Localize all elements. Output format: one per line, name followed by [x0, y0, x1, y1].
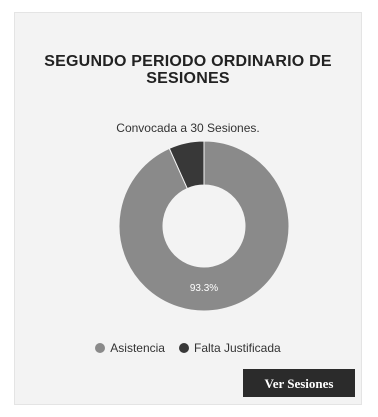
- card-subtitle: Convocada a 30 Sesiones.: [116, 121, 260, 135]
- legend-swatch-falta-justificada: [178, 343, 189, 353]
- card-title-line-2: SESIONES: [146, 70, 230, 87]
- legend-item-falta-justificada[interactable]: Falta Justificada: [178, 341, 281, 355]
- legend-item-asistencia[interactable]: Asistencia: [95, 341, 165, 355]
- card-title-line-1: SEGUNDO PERIODO ORDINARIO DE: [44, 53, 332, 70]
- chart-legend: Asistencia Falta Justificada: [15, 341, 361, 355]
- legend-label-asistencia: Asistencia: [110, 341, 165, 355]
- donut-slice-asistencia[interactable]: [119, 141, 289, 311]
- donut-chart: 93.3%: [119, 141, 289, 311]
- donut-data-label-asistencia: 93.3%: [190, 283, 218, 294]
- attendance-card: SEGUNDO PERIODO ORDINARIO DE SESIONES Co…: [14, 12, 362, 405]
- legend-label-falta-justificada: Falta Justificada: [193, 341, 281, 355]
- view-sessions-button[interactable]: Ver Sesiones: [243, 369, 355, 397]
- legend-swatch-asistencia: [95, 343, 106, 353]
- card-title: SEGUNDO PERIODO ORDINARIO DE SESIONES: [15, 53, 361, 87]
